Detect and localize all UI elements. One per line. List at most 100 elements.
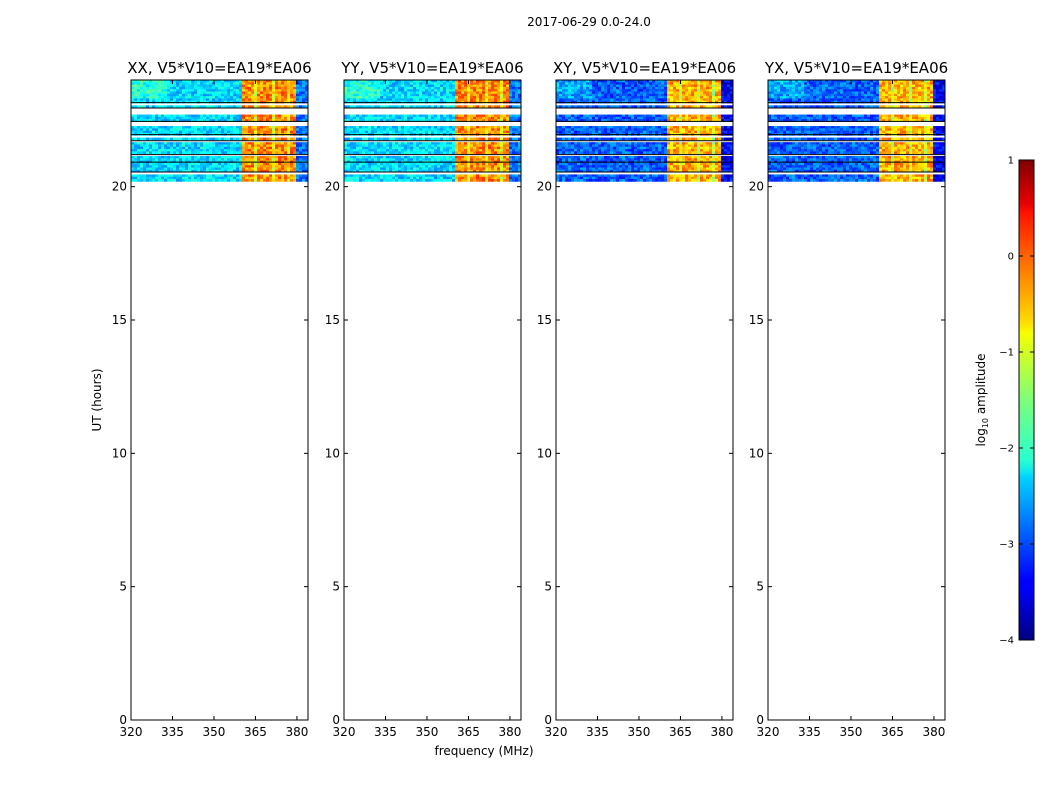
heatmap-cell [559, 119, 563, 122]
heatmap-cell [431, 146, 435, 150]
heatmap-cell [500, 165, 504, 168]
heatmap-cell [470, 82, 474, 85]
heatmap-cell [646, 119, 650, 122]
heatmap-cell [443, 151, 447, 155]
heatmap-cell [281, 93, 285, 97]
heatmap-cell [494, 105, 498, 109]
heatmap-cell [449, 167, 453, 171]
heatmap-cell [512, 142, 516, 145]
heatmap-cell [658, 84, 662, 88]
heatmap-cell [410, 82, 414, 85]
heatmap-cell [281, 116, 285, 120]
heatmap-cell [482, 96, 486, 99]
heatmap-cell [398, 158, 402, 161]
heatmap-cell [179, 86, 183, 90]
heatmap-cell [628, 96, 632, 99]
heatmap-cell [649, 93, 653, 97]
heatmap-cell [583, 89, 587, 92]
heatmap-cell [709, 119, 713, 122]
heatmap-cell [724, 119, 728, 122]
heatmap-cell [233, 116, 237, 120]
heatmap-cell [383, 146, 387, 150]
heatmap-cell [419, 105, 423, 109]
heatmap-cell [233, 93, 237, 97]
heatmap-cell [509, 151, 513, 155]
heatmap-cell [482, 82, 486, 85]
heatmap-cell [347, 84, 351, 88]
heatmap-cell [586, 80, 590, 83]
heatmap-cell [479, 130, 483, 134]
heatmap-cell [188, 151, 192, 155]
heatmap-cell [353, 105, 357, 109]
heatmap-cell [658, 91, 662, 95]
heatmap-cell [242, 89, 246, 92]
heatmap-cell [293, 91, 297, 95]
heatmap-cell [206, 114, 210, 118]
heatmap-cell [685, 105, 689, 109]
heatmap-cell [646, 80, 650, 83]
heatmap-cell [500, 114, 504, 118]
heatmap-cell [676, 114, 680, 118]
heatmap-cell [167, 137, 171, 141]
heatmap-cell [607, 114, 611, 118]
heatmap-cell [392, 149, 396, 152]
heatmap-cell [700, 119, 704, 122]
heatmap-cell [176, 144, 180, 148]
heatmap-cell [170, 82, 174, 85]
heatmap-cell [371, 176, 375, 180]
heatmap-cell [155, 169, 159, 173]
heatmap-cell [607, 96, 611, 99]
heatmap-cell [452, 179, 456, 182]
heatmap-cell [416, 158, 420, 161]
heatmap-cell [631, 80, 635, 83]
heatmap-cell [515, 142, 519, 145]
heatmap-cell [682, 96, 686, 99]
heatmap-cell [434, 82, 438, 85]
heatmap-cell [158, 96, 162, 99]
heatmap-cell [179, 165, 183, 168]
heatmap-cell [479, 105, 483, 109]
heatmap-cell [565, 100, 569, 104]
heatmap-cell [413, 144, 417, 148]
heatmap-cell [143, 179, 147, 182]
heatmap-cell [455, 167, 459, 171]
heatmap-cell [673, 91, 677, 95]
heatmap-cell [404, 105, 408, 109]
heatmap-cell [161, 142, 165, 145]
heatmap-cell [152, 174, 156, 178]
heatmap-cell [643, 84, 647, 88]
heatmap-cell [455, 91, 459, 95]
heatmap-cell [239, 165, 243, 168]
heatmap-cell [673, 114, 677, 118]
heatmap-cell [443, 146, 447, 150]
heatmap-cell [649, 89, 653, 92]
heatmap-cell [224, 98, 228, 102]
heatmap-cell [589, 84, 593, 88]
heatmap-cell [691, 86, 695, 90]
heatmap-cell [194, 156, 198, 159]
heatmap-cell [236, 162, 240, 166]
heatmap-cell [667, 116, 671, 120]
heatmap-cell [257, 82, 261, 85]
heatmap-cell [143, 142, 147, 145]
heatmap-cell [622, 80, 626, 83]
heatmap-cell [197, 82, 201, 85]
heatmap-cell [233, 158, 237, 161]
heatmap-cell [179, 114, 183, 118]
heatmap-cell [263, 149, 267, 152]
heatmap-cell [152, 86, 156, 90]
heatmap-cell [377, 158, 381, 161]
heatmap-cell [239, 179, 243, 182]
heatmap-cell [287, 169, 291, 173]
heatmap-cell [452, 142, 456, 145]
heatmap-cell [167, 98, 171, 102]
heatmap-cell [470, 144, 474, 148]
heatmap-cell [577, 82, 581, 85]
heatmap-cell [203, 142, 207, 145]
heatmap-cell [664, 89, 668, 92]
heatmap-cell [455, 86, 459, 90]
heatmap-cell [287, 80, 291, 83]
heatmap-cell [149, 84, 153, 88]
heatmap-cell [137, 146, 141, 150]
heatmap-cell [437, 82, 441, 85]
